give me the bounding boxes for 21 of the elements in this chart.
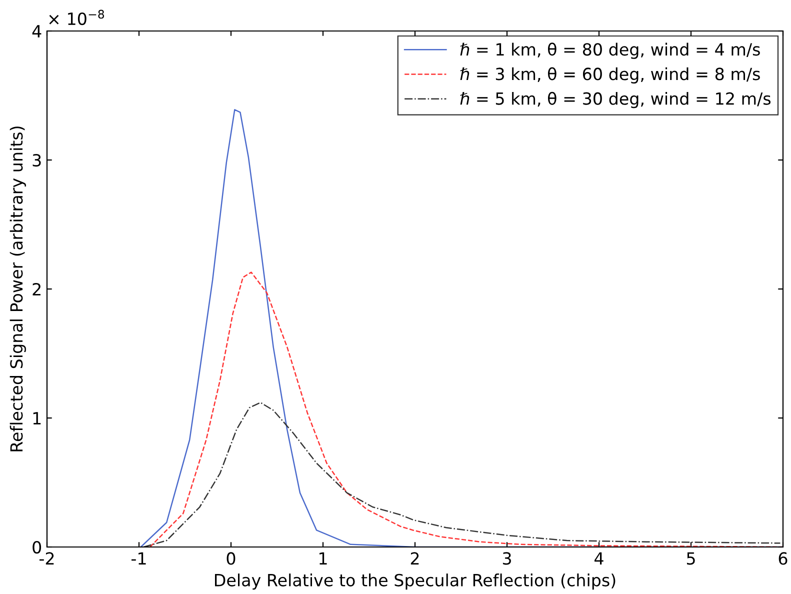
x-tick-label: 6 <box>778 552 788 565</box>
line-series <box>142 402 781 547</box>
x-tick-label: 2 <box>410 552 419 565</box>
y-axis-title: Reflected Signal Power (arbitrary units) <box>10 126 26 452</box>
x-tick-label: 1 <box>320 552 327 565</box>
x-tick-label: -2 <box>40 552 54 565</box>
x-tick-label: -1 <box>132 552 146 565</box>
y-tick-label: 0 <box>32 540 42 554</box>
x-tick-label: 5 <box>686 552 695 565</box>
y-tick-label: 3 <box>32 154 41 167</box>
legend-label: ℏ = 1 km, θ = 80 deg, wind = 4 m/s <box>460 42 760 59</box>
y-tick-label: 1 <box>33 412 41 424</box>
y-tick-label: 2 <box>32 282 40 296</box>
x-axis-title: Delay Relative to the Specular Reflection (chips) <box>215 574 616 590</box>
legend-label: ℏ = 3 km, θ = 60 deg, wind = 8 m/s <box>460 67 760 84</box>
text: × 10$^{−8}$ <box>49 10 104 26</box>
x-tick-label: 0 <box>226 552 236 565</box>
x-tick-label: 4 <box>594 552 604 565</box>
x-tick-label: 3 <box>502 552 511 565</box>
legend-label: ℏ = 5 km, θ = 30 deg, wind = 12 m/s <box>460 92 771 108</box>
y-tick-label: 4 <box>32 25 42 38</box>
